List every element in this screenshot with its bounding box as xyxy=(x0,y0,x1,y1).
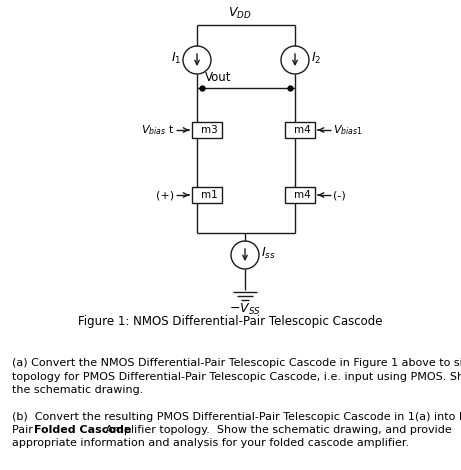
Text: Pair: Pair xyxy=(12,425,36,435)
FancyBboxPatch shape xyxy=(285,187,315,203)
Text: m4: m4 xyxy=(294,125,310,135)
FancyBboxPatch shape xyxy=(192,187,222,203)
Text: (a) Convert the NMOS Differential-Pair Telescopic Cascode in Figure 1 above to s: (a) Convert the NMOS Differential-Pair T… xyxy=(12,358,461,395)
FancyBboxPatch shape xyxy=(285,122,315,138)
Text: $- V_{SS}$: $- V_{SS}$ xyxy=(229,302,261,317)
Text: m3: m3 xyxy=(201,125,218,135)
Text: $V_{bias 1}$: $V_{bias 1}$ xyxy=(333,123,363,137)
FancyBboxPatch shape xyxy=(192,122,222,138)
Text: Vout: Vout xyxy=(205,71,231,84)
Text: $V_{DD}$: $V_{DD}$ xyxy=(228,6,252,21)
Text: (-): (-) xyxy=(333,190,346,200)
Text: Amplifier topology.  Show the schematic drawing, and provide: Amplifier topology. Show the schematic d… xyxy=(102,425,452,435)
Text: $I_1$: $I_1$ xyxy=(171,50,181,65)
Text: (b)  Convert the resulting PMOS Differential-Pair Telescopic Cascode in 1(a) int: (b) Convert the resulting PMOS Different… xyxy=(12,412,461,422)
Text: m4: m4 xyxy=(294,190,310,200)
Text: Figure 1: NMOS Differential-Pair Telescopic Cascode: Figure 1: NMOS Differential-Pair Telesco… xyxy=(78,315,383,329)
Text: m1: m1 xyxy=(201,190,218,200)
Text: $V_{bias}$ t: $V_{bias}$ t xyxy=(141,123,174,137)
Text: $I_2$: $I_2$ xyxy=(311,50,321,65)
Text: appropriate information and analysis for your folded cascode amplifier.: appropriate information and analysis for… xyxy=(12,438,409,448)
Text: Folded Cascode: Folded Cascode xyxy=(34,425,131,435)
Text: $I_{ss}$: $I_{ss}$ xyxy=(261,245,276,260)
Text: (+): (+) xyxy=(156,190,174,200)
